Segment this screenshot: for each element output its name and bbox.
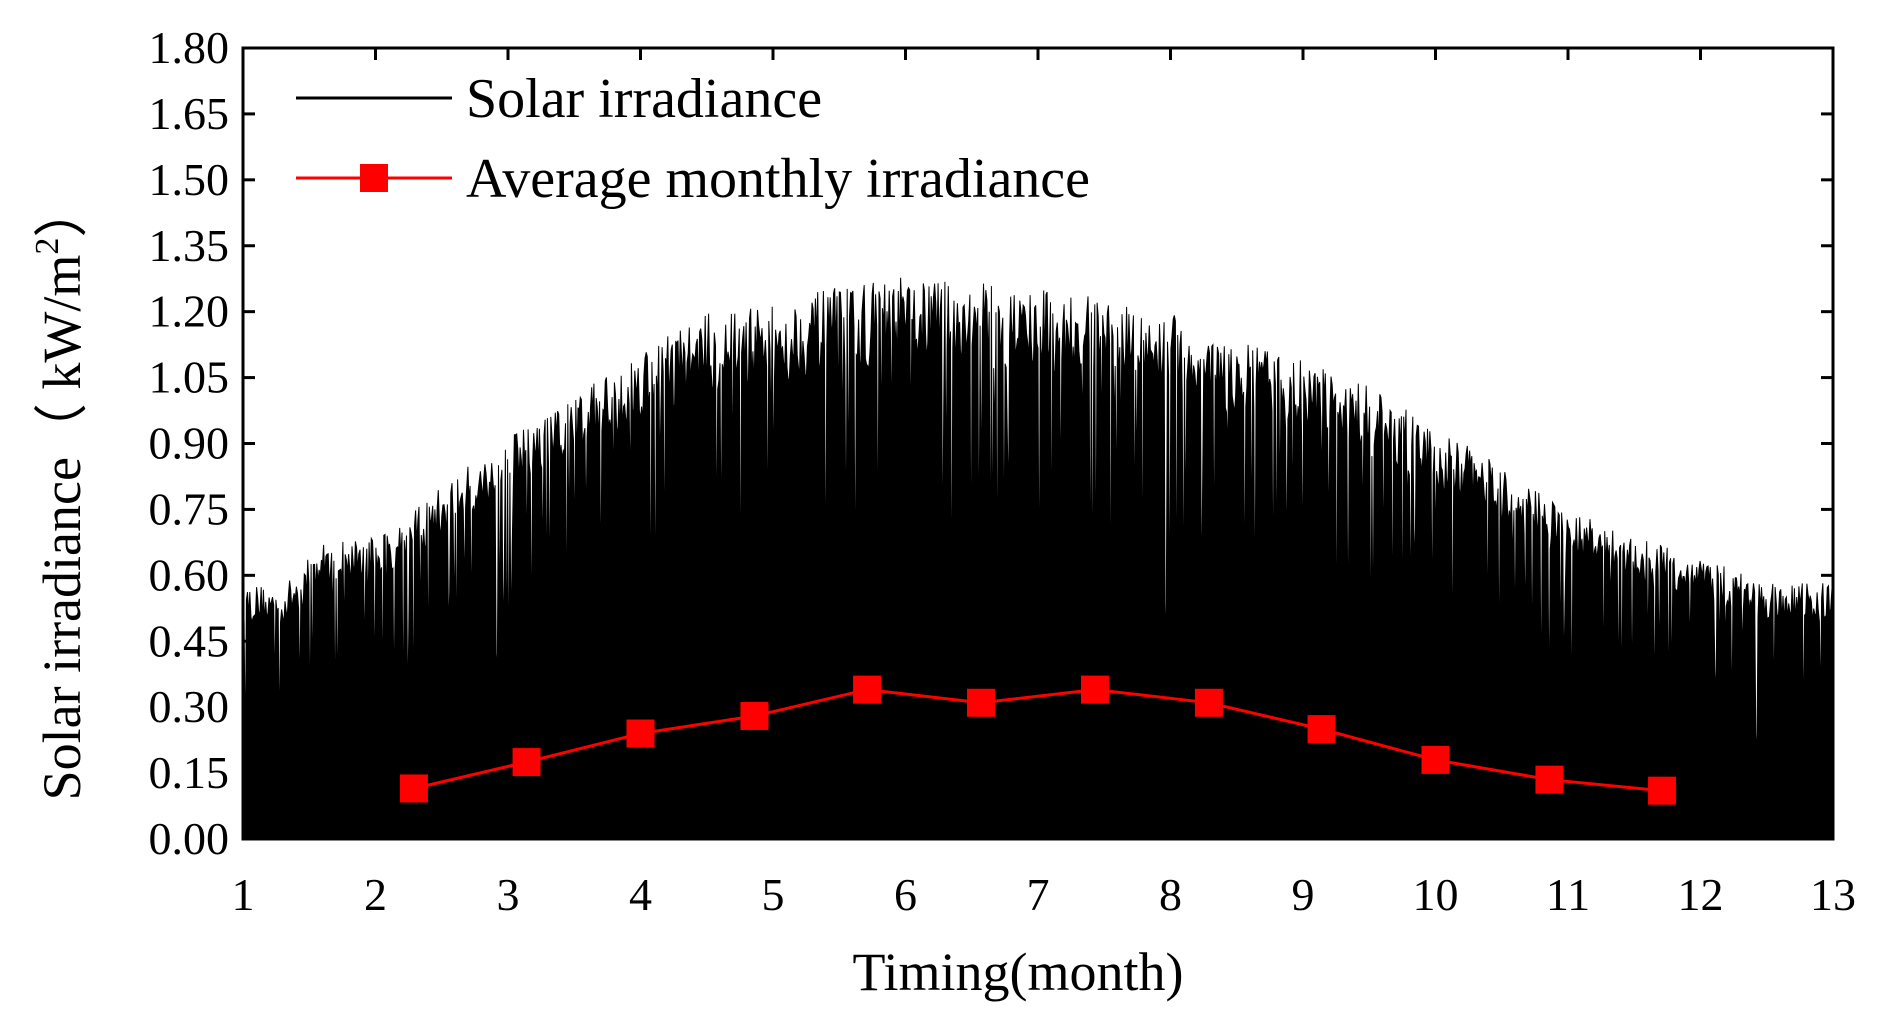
solar-irradiance-area bbox=[242, 277, 1834, 840]
y-tick-label: 0.60 bbox=[149, 549, 230, 600]
x-axis: 1 2 3 4 5 6 7 8 9 10 11 12 13 bbox=[232, 48, 1856, 920]
x-tick-label: 4 bbox=[629, 869, 652, 920]
average-monthly-point bbox=[1194, 688, 1223, 717]
legend: Solar irradiance Average monthly irradia… bbox=[296, 68, 1090, 210]
y-tick-label: 1.20 bbox=[149, 286, 230, 337]
y-tick-label: 1.05 bbox=[149, 352, 230, 403]
x-tick-label: 9 bbox=[1292, 869, 1315, 920]
x-tick-label: 11 bbox=[1546, 869, 1590, 920]
y-tick-label: 0.00 bbox=[149, 813, 230, 864]
x-tick-label: 7 bbox=[1027, 869, 1050, 920]
legend-label-average: Average monthly irradiance bbox=[466, 148, 1090, 210]
average-monthly-point bbox=[1080, 675, 1109, 704]
average-monthly-point bbox=[967, 688, 996, 717]
average-monthly-point bbox=[1307, 715, 1336, 744]
y-tick-label: 0.30 bbox=[149, 681, 230, 732]
y-tick-label: 1.65 bbox=[149, 88, 230, 139]
legend-marker-average bbox=[360, 164, 388, 192]
average-monthly-point bbox=[512, 748, 541, 777]
average-monthly-point bbox=[1421, 745, 1450, 774]
x-tick-label: 3 bbox=[497, 869, 520, 920]
y-axis-title-main: Solar irradiance（ kW/m bbox=[32, 255, 92, 801]
solar-irradiance-series bbox=[242, 277, 1834, 840]
y-tick-label: 0.15 bbox=[149, 747, 230, 798]
average-monthly-line bbox=[413, 688, 1663, 793]
average-monthly-point bbox=[626, 719, 655, 748]
legend-label-solar: Solar irradiance bbox=[466, 68, 822, 130]
x-tick-label: 10 bbox=[1413, 869, 1459, 920]
y-axis-title: Solar irradiance（ kW/m2） bbox=[29, 184, 92, 801]
y-tick-label: 1.50 bbox=[149, 154, 230, 205]
average-monthly-point bbox=[740, 701, 769, 730]
x-tick-label: 6 bbox=[894, 869, 917, 920]
x-tick-label: 13 bbox=[1810, 869, 1856, 920]
average-monthly-irradiance-series bbox=[399, 675, 1677, 805]
x-tick-label: 2 bbox=[364, 869, 387, 920]
average-monthly-point bbox=[853, 675, 882, 704]
y-tick-label: 1.35 bbox=[149, 220, 230, 271]
average-monthly-point bbox=[1535, 765, 1564, 794]
y-axis-title-close: ） bbox=[32, 184, 92, 238]
y-tick-label: 1.80 bbox=[149, 22, 230, 73]
average-monthly-point bbox=[399, 774, 428, 803]
y-axis-title-superscript: 2 bbox=[29, 238, 66, 255]
x-axis-title: Timing(month) bbox=[852, 942, 1183, 1002]
x-tick-label: 5 bbox=[762, 869, 785, 920]
x-tick-label: 8 bbox=[1159, 869, 1182, 920]
y-tick-label: 0.90 bbox=[149, 418, 230, 469]
y-tick-label: 0.45 bbox=[149, 615, 230, 666]
y-axis: 0.00 0.15 0.30 0.45 0.60 0.75 0.90 1.05 1.20 1.35… bbox=[149, 22, 1833, 864]
x-tick-label: 1 bbox=[232, 869, 255, 920]
x-tick-label: 12 bbox=[1678, 869, 1724, 920]
y-tick-label: 0.75 bbox=[149, 483, 230, 534]
average-monthly-point bbox=[1648, 776, 1677, 805]
